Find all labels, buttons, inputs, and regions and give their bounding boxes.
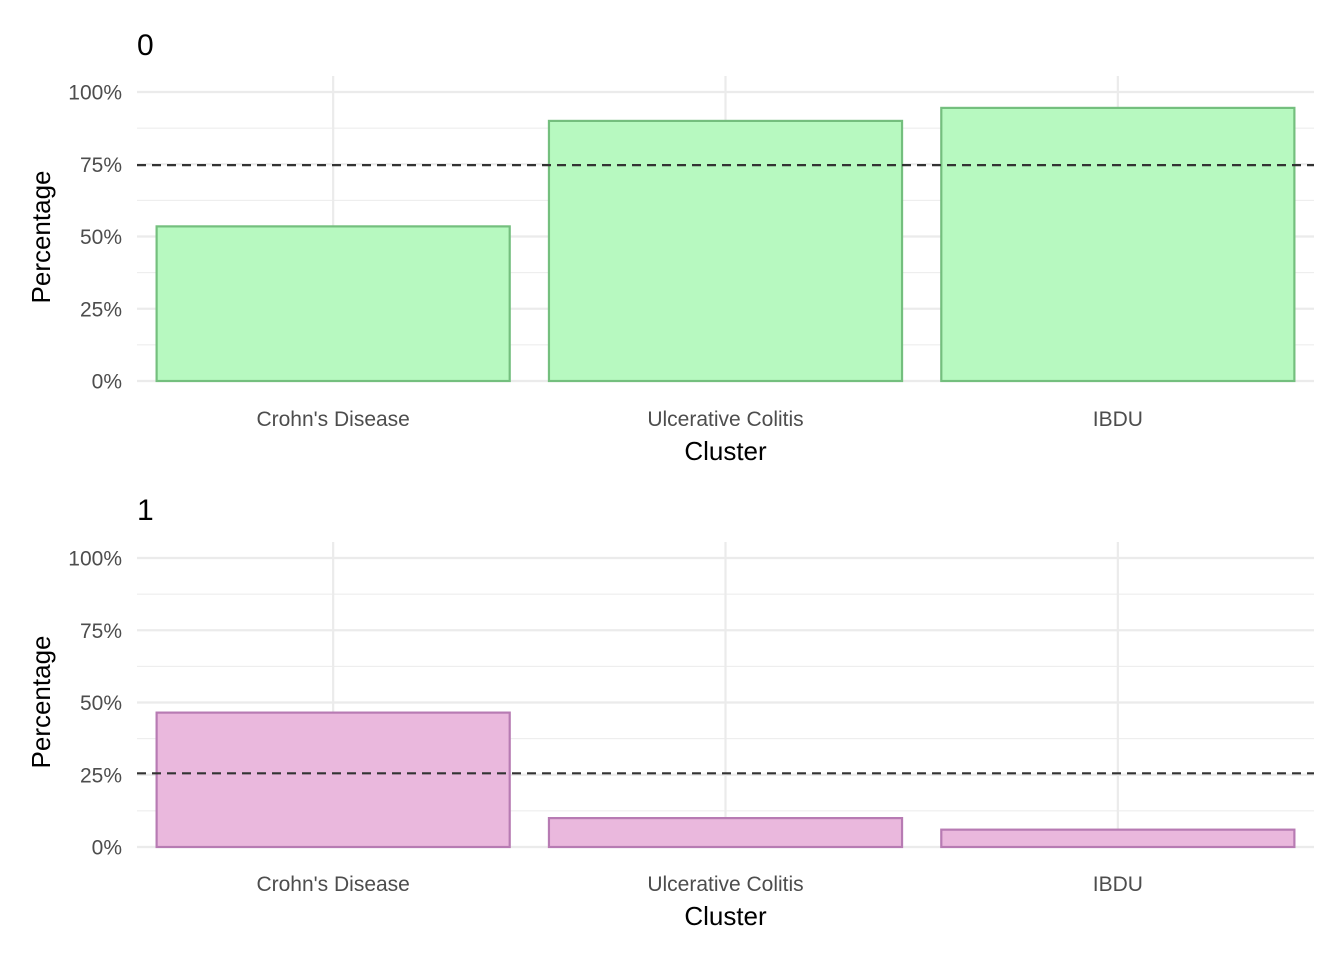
x-tick-label: Crohn's Disease [256,408,409,431]
y-tick-label: 25% [80,298,122,321]
y-axis-title: Percentage [26,636,56,769]
y-tick-label: 0% [92,371,122,394]
y-tick-label: 100% [68,82,122,105]
y-tick-label: 75% [80,154,122,177]
x-tick-label: Ulcerative Colitis [647,408,803,431]
x-axis-title: Cluster [684,901,767,931]
y-tick-label: 100% [68,548,122,571]
x-tick-label: Crohn's Disease [256,873,409,896]
bar [155,711,511,849]
bar [155,225,511,383]
panel-title: 1 [137,494,154,527]
panel-title: 0 [137,29,154,62]
x-axis-title: Cluster [684,436,767,466]
y-tick-label: 50% [80,226,122,249]
y-tick-label: 25% [80,764,122,787]
panel-0: 0% 25% 50% 75% 100% Crohn's Disease Ulcerative… [26,29,1314,466]
y-tick-label: 75% [80,620,122,643]
x-tick-label: Ulcerative Colitis [647,873,803,896]
y-tick-label: 50% [80,692,122,715]
bar [547,119,904,383]
bar [940,106,1296,383]
bar [547,816,904,849]
y-axis-title: Percentage [26,171,56,304]
bar [940,828,1296,849]
panel-1: 0% 25% 50% 75% 100% Crohn's Disease Ulcerative… [26,494,1314,931]
x-tick-label: IBDU [1093,408,1143,431]
x-tick-label: IBDU [1093,873,1143,896]
y-tick-label: 0% [92,837,122,860]
